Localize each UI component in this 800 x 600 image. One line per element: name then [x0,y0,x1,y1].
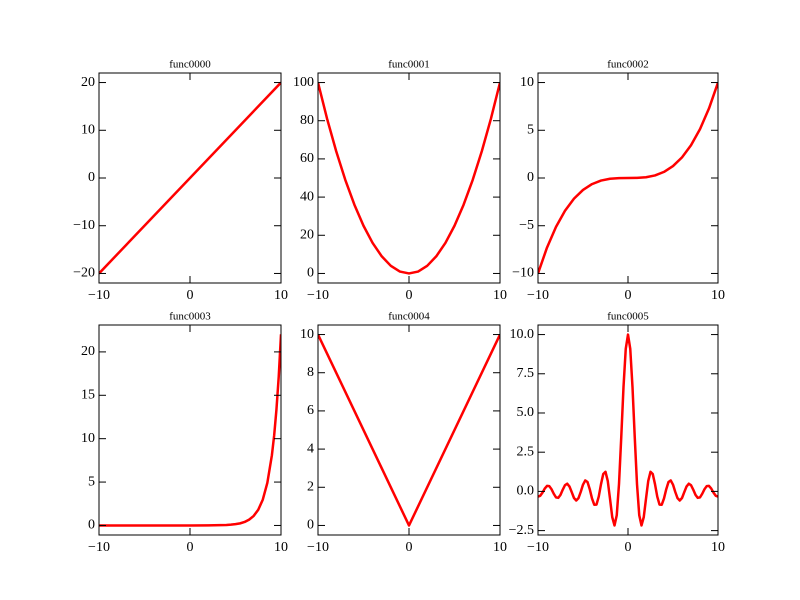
axes-frame [98,324,282,536]
x-tick-label: −10 [307,540,329,555]
plot-area [99,334,281,527]
axes-frame [317,72,501,284]
x-tick-label: 0 [187,540,194,555]
y-tick-label: −20 [73,266,95,281]
subplot-title: func0003 [169,311,211,323]
function-line [318,334,500,527]
x-tick-label: −10 [307,288,329,303]
y-tick-label: 40 [300,189,314,204]
y-tick-label: 7.5 [517,366,535,381]
y-tick-label: −2.5 [509,523,534,538]
y-tick-label: 0 [88,518,95,533]
y-tick-label: 5.0 [517,405,535,420]
x-tick-label: 10 [493,540,507,555]
y-tick-label: −10 [73,218,95,233]
y-tick-label: 10 [520,75,534,90]
subplot-title: func0000 [169,59,211,71]
axes-frame [537,72,719,284]
plot-area [99,81,281,275]
function-line [99,81,281,275]
x-tick-label: 10 [493,288,507,303]
x-tick-label: 0 [187,288,194,303]
x-tick-label: 0 [406,288,413,303]
plot-area [318,334,500,527]
axes-frame [537,324,719,536]
x-tick-label: −10 [527,540,549,555]
y-tick-label: −10 [512,266,534,281]
y-tick-label: 10.0 [510,327,535,342]
axes-frame [317,324,501,536]
y-tick-label: 2.5 [517,444,535,459]
y-tick-label: 20 [81,75,95,90]
y-tick-label: 80 [300,113,314,128]
y-tick-label: −5 [519,218,534,233]
y-tick-label: 20 [300,227,314,242]
y-tick-label: 0 [307,518,314,533]
y-tick-label: 0.0 [517,484,535,499]
function-line [99,334,281,527]
x-tick-label: 10 [711,288,725,303]
subplot: func0002 −10 0 10 −10 −5 0 5 10 [512,59,725,304]
subplot: func0000 −10 0 10 −20 −10 0 10 20 [73,59,288,304]
y-tick-label: 8 [307,365,314,380]
x-tick-label: 0 [625,288,632,303]
y-tick-label: 15 [81,388,95,403]
function-line [538,333,718,527]
y-tick-label: 100 [293,75,314,90]
y-tick-label: 0 [307,266,314,281]
function-line [318,82,500,275]
plot-area [538,82,718,274]
x-tick-label: −10 [527,288,549,303]
x-tick-label: 0 [625,540,632,555]
y-tick-label: 2 [307,479,314,494]
plot-area [318,82,500,275]
y-tick-label: 4 [307,441,314,456]
y-tick-label: 5 [527,122,534,137]
subplot-title: func0001 [388,59,430,71]
plot-area [538,333,718,527]
subplot-title: func0004 [388,311,430,323]
x-tick-label: −10 [88,540,110,555]
y-tick-label: 10 [81,122,95,137]
x-tick-label: 10 [274,288,288,303]
subplot-title: func0005 [607,311,649,323]
y-tick-label: 60 [300,151,314,166]
x-tick-label: 0 [406,540,413,555]
subplot-title: func0002 [607,59,649,71]
axes-frame [98,72,282,284]
y-tick-label: 20 [81,344,95,359]
y-tick-label: 5 [88,474,95,489]
y-tick-label: 0 [88,170,95,185]
y-tick-label: 0 [527,170,534,185]
x-tick-label: 10 [274,540,288,555]
function-line [538,82,718,274]
y-tick-label: 6 [307,403,314,418]
x-tick-label: 10 [711,540,725,555]
y-tick-label: 10 [300,327,314,342]
x-tick-label: −10 [88,288,110,303]
subplot: func0005 −10 0 10 −2.5 0.0 2.5 5.0 7.5 10.0 [509,311,725,556]
subplot: func0003 −10 0 10 0 5 10 15 20 [81,311,288,556]
y-tick-label: 10 [81,431,95,446]
subplot: func0004 −10 0 10 0 2 4 6 8 10 [300,311,507,556]
